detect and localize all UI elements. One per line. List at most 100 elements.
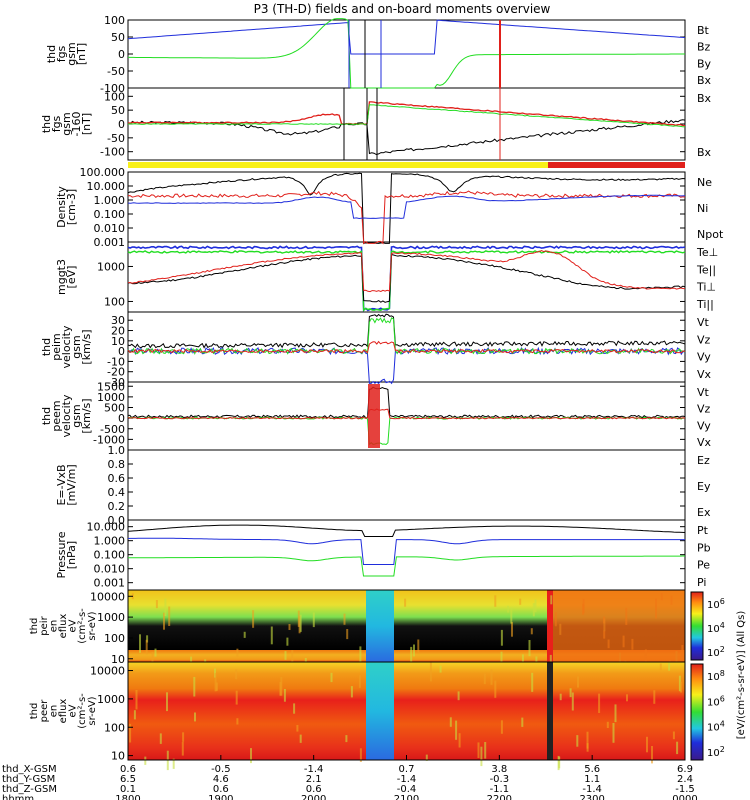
y-axis-label: eV <box>68 619 79 632</box>
y-tick-label: -10 <box>107 355 125 368</box>
y-axis-label: peem <box>50 400 63 431</box>
legend-vx: Vx <box>697 368 712 381</box>
y-axis-label: thd <box>45 45 58 63</box>
spectrogram-boundary <box>547 590 553 662</box>
panel-frame <box>127 311 686 383</box>
spectrogram-pixel <box>345 735 348 743</box>
region-bar-red <box>548 162 685 168</box>
spectrogram-pixel <box>530 628 533 635</box>
spectrogram-pixel <box>194 712 196 722</box>
spectrogram-pixel <box>283 689 286 702</box>
panel-frame <box>127 449 686 521</box>
y-tick-label: 1000 <box>97 260 125 273</box>
spectrogram-pixel <box>511 622 513 637</box>
y-axis-label: (cm²-s- <box>77 608 88 644</box>
y-tick-label: 50 <box>111 104 125 117</box>
spectrogram-pixel <box>612 723 615 743</box>
legend-npot: Npot <box>697 228 724 241</box>
spectrogram-pixel <box>614 704 617 723</box>
legend-vy: Vy <box>697 351 711 364</box>
spectrogram-pixel <box>484 742 487 759</box>
spectrogram-pixel <box>586 731 589 749</box>
spectrogram-pixel <box>494 680 497 698</box>
y-tick-label: 1.000 <box>94 194 126 207</box>
series-vz-line <box>127 408 686 420</box>
spectrogram-pixel <box>135 690 138 710</box>
spectrogram-pixel <box>458 733 461 748</box>
spectrogram-pixel <box>576 735 579 747</box>
series-ti-perp-line <box>127 245 686 312</box>
legend-pi: Pi <box>697 576 706 589</box>
spectrogram-pixel <box>151 651 154 670</box>
spectrogram-pixel <box>557 755 560 771</box>
y-axis-label: Pressure <box>55 531 68 578</box>
legend-ey: Ey <box>697 480 711 493</box>
spectrogram-pixel <box>144 756 147 765</box>
series-by-line <box>128 18 685 89</box>
spectrogram-pixel <box>410 646 413 663</box>
spectrogram-pixel <box>455 720 458 740</box>
y-tick-label: 10.000 <box>87 521 126 534</box>
spectrogram-pixel <box>550 595 553 605</box>
y-tick-label: 0.8 <box>108 458 126 471</box>
y-axis-label: eflux <box>58 699 69 724</box>
x-tick-label: 6.9 <box>677 764 693 775</box>
series-vt-line <box>127 313 686 349</box>
x-tick-label: 0.6 <box>213 784 229 795</box>
series-npot-line <box>127 194 686 220</box>
x-row-label: thd_X-GSM <box>2 764 57 775</box>
spectrogram-pixel <box>678 675 681 692</box>
spectrogram-pixel <box>449 717 452 727</box>
series-bx-black-line <box>127 119 686 156</box>
legend-vt: Vt <box>697 386 710 399</box>
x-tick-label: -0.4 <box>397 784 417 795</box>
spectrogram-pixel <box>531 672 534 692</box>
series-ti-par-line <box>127 250 686 312</box>
y-tick-label: 0.001 <box>94 236 126 249</box>
y-axis-label: peir <box>39 615 50 635</box>
spectrogram-pixel <box>193 676 196 697</box>
legend-bx: Bx <box>697 146 712 159</box>
colorbar-tick-label: 102 <box>707 745 725 759</box>
spectrogram-pixel <box>494 595 497 607</box>
y-axis-label: E=-VxB <box>55 464 68 505</box>
spectrogram-pixel <box>521 717 524 727</box>
spectrogram-pixel <box>680 681 682 693</box>
y-axis-label: [nT] <box>80 113 93 135</box>
spectrogram-pixel <box>146 635 149 643</box>
y-tick-label: 100 <box>104 721 125 734</box>
colorbar-label: [eV/(cm²-s-sr-eV)] (All Qs) <box>736 611 747 740</box>
spectrogram-pixel <box>359 748 362 762</box>
y-tick-label: 30 <box>111 314 125 327</box>
y-tick-label: 1.000 <box>94 535 126 548</box>
y-axis-label: velocity <box>60 394 73 437</box>
spectrogram-pixel <box>439 665 442 673</box>
colorbar-tick-label: 104 <box>707 621 725 635</box>
y-tick-label: 1000 <box>97 693 125 706</box>
spectrogram-boundary <box>547 662 553 760</box>
spectrogram-pixel <box>215 682 218 691</box>
chart-title: P3 (TH-D) fields and on-board moments ov… <box>254 2 551 16</box>
series-bx-red-line <box>127 101 686 127</box>
spectrogram-pixel <box>507 605 510 613</box>
spectrogram-pixel <box>159 733 162 744</box>
legend-ez: Ez <box>697 454 710 467</box>
y-axis-label: thd <box>40 115 53 133</box>
series-bx-line <box>127 19 686 55</box>
spectrogram-pixel <box>606 721 609 728</box>
x-tick-label: 0.7 <box>399 764 415 775</box>
y-tick-label: 100 <box>104 14 125 27</box>
spectrogram-pixel <box>659 663 662 671</box>
legend-pb: Pb <box>697 541 711 554</box>
spectrogram-pixel <box>480 746 483 767</box>
spectrogram-block <box>128 700 685 760</box>
spectrogram-pixel <box>250 748 252 764</box>
spectrogram-pixel <box>343 613 346 625</box>
spectrogram-gap <box>366 590 394 662</box>
legend-bz: Bz <box>697 41 711 54</box>
legend-pe: Pe <box>697 559 710 572</box>
y-tick-label: 100.000 <box>80 166 126 179</box>
y-axis-label: [cm-3] <box>65 189 78 225</box>
spectrogram-pixel <box>163 612 165 630</box>
spectrogram-pixel <box>500 720 503 734</box>
